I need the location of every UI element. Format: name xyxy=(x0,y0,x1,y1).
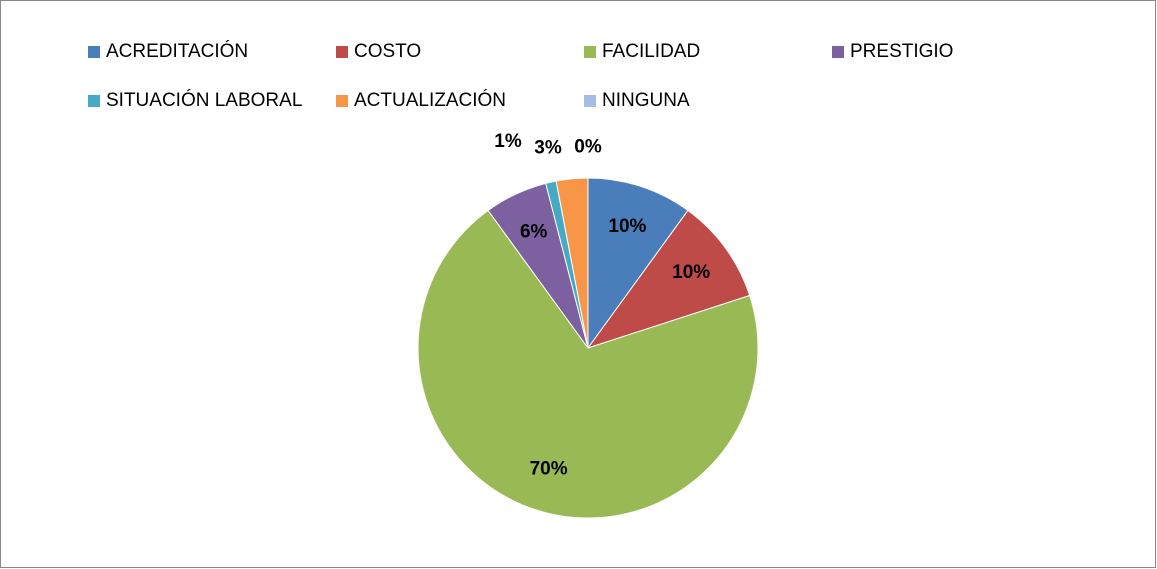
data-label: 3% xyxy=(534,137,562,158)
data-label: 70% xyxy=(530,458,568,479)
data-label: 0% xyxy=(574,136,602,157)
legend-swatch xyxy=(88,95,100,107)
legend-swatch xyxy=(584,46,596,58)
legend-swatch xyxy=(584,95,596,107)
legend-swatch xyxy=(832,46,844,58)
pie-slice xyxy=(587,177,689,350)
legend-swatch xyxy=(88,46,100,58)
data-label: 6% xyxy=(520,222,548,243)
legend-label: PRESTIGIO xyxy=(850,41,953,62)
legend-label: NINGUNA xyxy=(602,90,690,111)
legend-label: COSTO xyxy=(354,41,421,62)
legend-swatch xyxy=(336,46,348,58)
legend-swatch xyxy=(336,95,348,107)
data-label: 10% xyxy=(608,216,646,237)
legend-label: SITUACIÓN LABORAL xyxy=(106,89,302,111)
legend-label: ACTUALIZACIÓN xyxy=(354,89,506,111)
legend-label: ACREDITACIÓN xyxy=(106,40,248,62)
data-label: 1% xyxy=(494,131,522,152)
data-label: 10% xyxy=(672,262,710,283)
legend-label: FACILIDAD xyxy=(602,41,700,62)
pie-slice xyxy=(586,209,751,349)
pie-slice xyxy=(417,209,759,519)
